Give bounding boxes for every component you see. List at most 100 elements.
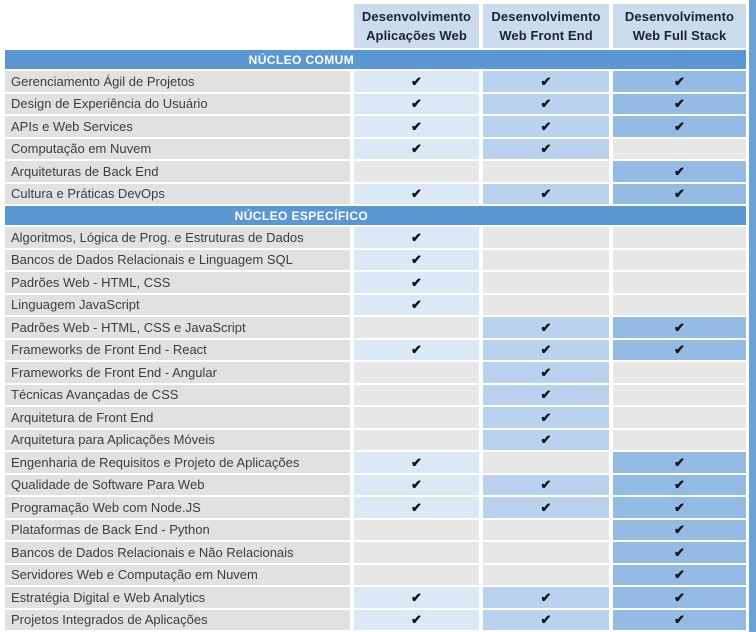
check-cell-checked: ✔ <box>483 71 609 92</box>
check-icon: ✔ <box>411 342 422 358</box>
program-header-line2: Web Front End <box>499 28 593 43</box>
table-row: Padrões Web - HTML, CSS e JavaScript ✔ ✔ <box>5 317 746 338</box>
check-cell-checked: ✔ <box>613 497 746 518</box>
check-cell-checked: ✔ <box>354 474 479 495</box>
course-label: Arquitetura de Front End <box>5 407 350 428</box>
check-icon: ✔ <box>674 319 685 335</box>
course-label: Engenharia de Requisitos e Projeto de Ap… <box>5 452 350 473</box>
course-label: Programação Web com Node.JS <box>5 497 350 518</box>
course-label: Computação em Nuvem <box>5 138 350 159</box>
check-cell-checked: ✔ <box>613 474 746 495</box>
check-icon: ✔ <box>411 252 422 268</box>
right-edge-strip <box>749 0 756 632</box>
table-row: Técnicas Avançadas de CSS ✔ <box>5 384 746 405</box>
check-cell-checked: ✔ <box>483 587 609 608</box>
check-cell-empty <box>613 384 746 405</box>
table-row: Padrões Web - HTML, CSS ✔ <box>5 272 746 293</box>
check-icon: ✔ <box>674 454 685 470</box>
course-label: Arquitetura para Aplicações Móveis <box>5 429 350 450</box>
check-icon: ✔ <box>674 612 685 628</box>
check-icon: ✔ <box>540 477 552 493</box>
check-icon: ✔ <box>411 612 422 628</box>
check-cell-checked: ✔ <box>354 452 479 473</box>
check-icon: ✔ <box>674 522 685 538</box>
check-cell-empty <box>613 294 746 315</box>
check-icon: ✔ <box>540 73 552 89</box>
program-header-line1: Desenvolvimento <box>491 8 601 24</box>
check-cell-checked: ✔ <box>483 609 609 630</box>
course-label: Técnicas Avançadas de CSS <box>5 384 350 405</box>
section-title: NÚCLEO ESPECÍFICO <box>234 208 369 223</box>
check-icon: ✔ <box>540 141 552 157</box>
check-cell-checked: ✔ <box>354 272 479 293</box>
check-cell-empty <box>613 272 746 293</box>
check-icon: ✔ <box>540 432 552 448</box>
check-cell-empty <box>354 429 479 450</box>
check-icon: ✔ <box>674 118 685 134</box>
check-cell-empty <box>354 384 479 405</box>
check-cell-empty <box>613 249 746 270</box>
check-icon: ✔ <box>411 73 422 89</box>
table-row: Arquitetura de Front End ✔ <box>5 407 746 428</box>
table-row: Bancos de Dados Relacionais e Linguagem … <box>5 249 746 270</box>
table-row: Plataformas de Back End - Python ✔ <box>5 519 746 540</box>
check-icon: ✔ <box>674 163 685 179</box>
check-icon: ✔ <box>540 387 552 403</box>
program-header-line2: Web Full Stack <box>632 28 727 43</box>
check-cell-empty <box>354 161 479 182</box>
check-cell-empty <box>354 542 479 563</box>
check-cell-checked: ✔ <box>613 519 746 540</box>
table-row: Programação Web com Node.JS ✔ ✔ ✔ <box>5 497 746 518</box>
check-icon: ✔ <box>411 499 422 515</box>
table-row: Arquiteturas de Back End ✔ <box>5 161 746 182</box>
check-icon: ✔ <box>674 96 685 112</box>
check-icon: ✔ <box>674 73 685 89</box>
course-label: Estratégia Digital e Web Analytics <box>5 587 350 608</box>
check-cell-checked: ✔ <box>354 294 479 315</box>
check-icon: ✔ <box>540 118 552 134</box>
check-cell-checked: ✔ <box>613 93 746 114</box>
check-icon: ✔ <box>540 499 552 515</box>
table-row: Design de Experiência do Usuário ✔ ✔ ✔ <box>5 93 746 114</box>
table-row: Servidores Web e Computação em Nuvem ✔ <box>5 564 746 585</box>
check-icon: ✔ <box>411 274 422 290</box>
check-cell-checked: ✔ <box>354 587 479 608</box>
course-label: Projetos Integrados de Aplicações <box>5 609 350 630</box>
check-icon: ✔ <box>674 589 685 605</box>
check-icon: ✔ <box>674 499 685 515</box>
table-row: Engenharia de Requisitos e Projeto de Ap… <box>5 452 746 473</box>
check-icon: ✔ <box>411 454 422 470</box>
table-row: Computação em Nuvem ✔ ✔ <box>5 138 746 159</box>
check-cell-checked: ✔ <box>483 362 609 383</box>
course-label: Arquiteturas de Back End <box>5 161 350 182</box>
check-icon: ✔ <box>540 319 552 335</box>
check-icon: ✔ <box>540 364 552 380</box>
course-label: APIs e Web Services <box>5 116 350 137</box>
check-cell-checked: ✔ <box>613 116 746 137</box>
course-label: Frameworks de Front End - Angular <box>5 362 350 383</box>
section-header-bar: NÚCLEO COMUM <box>5 50 746 69</box>
program-header-aplicacoes-web: Desenvolvimento Aplicações Web <box>354 4 479 48</box>
check-cell-empty <box>483 542 609 563</box>
check-icon: ✔ <box>411 589 422 605</box>
check-cell-checked: ✔ <box>354 249 479 270</box>
check-cell-empty <box>354 519 479 540</box>
check-cell-empty <box>483 519 609 540</box>
check-cell-checked: ✔ <box>354 339 479 360</box>
check-cell-checked: ✔ <box>613 339 746 360</box>
check-icon: ✔ <box>674 477 685 493</box>
section-title: NÚCLEO COMUM <box>248 52 355 67</box>
program-header-line1: Desenvolvimento <box>361 8 472 24</box>
check-icon: ✔ <box>540 96 552 112</box>
table-row: Cultura e Práticas DevOps ✔ ✔ ✔ <box>5 183 746 204</box>
check-cell-checked: ✔ <box>483 317 609 338</box>
check-cell-checked: ✔ <box>354 93 479 114</box>
check-cell-checked: ✔ <box>483 407 609 428</box>
course-label: Algoritmos, Lógica de Prog. e Estruturas… <box>5 227 350 248</box>
table-row: Linguagem JavaScript ✔ <box>5 294 746 315</box>
check-cell-checked: ✔ <box>354 609 479 630</box>
check-cell-checked: ✔ <box>483 93 609 114</box>
check-cell-checked: ✔ <box>354 497 479 518</box>
check-icon: ✔ <box>674 567 685 583</box>
